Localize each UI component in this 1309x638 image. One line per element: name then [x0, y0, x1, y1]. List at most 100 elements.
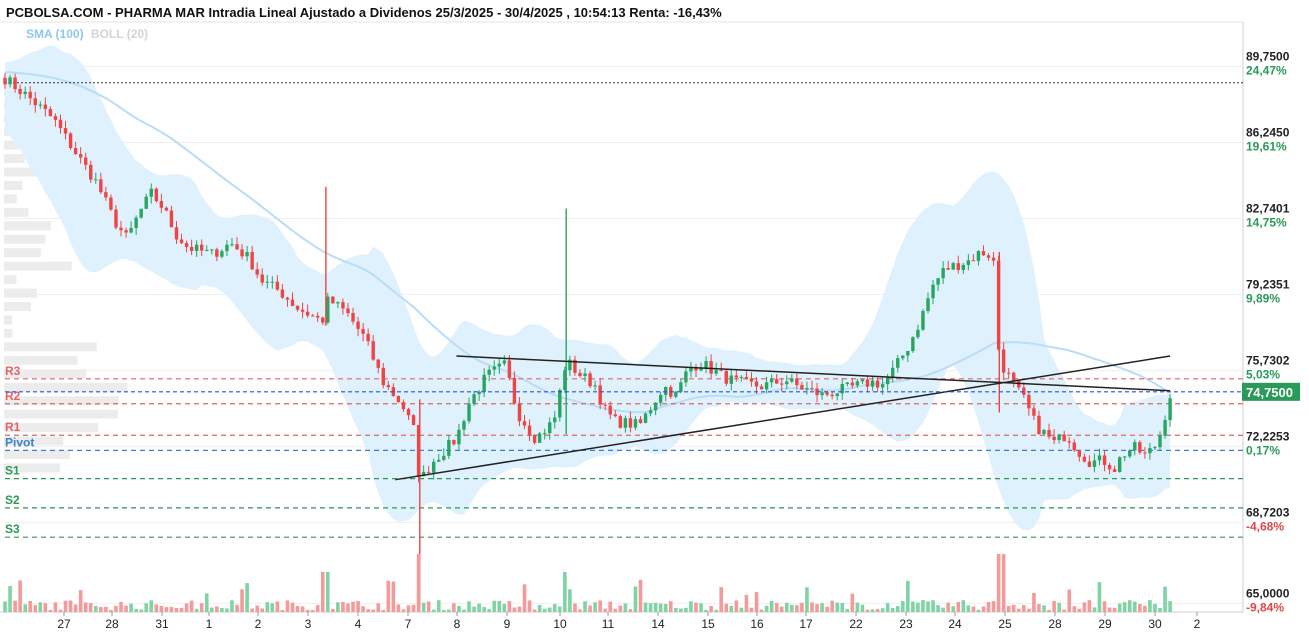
candle-body — [1012, 372, 1016, 381]
volume-bar — [583, 601, 587, 612]
volume-bar — [759, 609, 764, 612]
candle-body — [578, 372, 582, 377]
candle-body — [396, 395, 401, 403]
candle-body — [1001, 349, 1006, 373]
candle-body — [220, 251, 224, 257]
candle-body — [215, 249, 219, 257]
x-tick-label: 11 — [602, 617, 615, 631]
volume-bar — [406, 605, 411, 612]
volume-bar — [971, 606, 976, 612]
candle-body — [421, 471, 426, 477]
volume-bar — [1027, 608, 1031, 612]
candle-body — [981, 251, 986, 256]
volume-bar — [895, 606, 900, 612]
volume-bar — [315, 605, 320, 612]
candle-body — [351, 313, 355, 322]
volume-bars — [3, 554, 1172, 612]
candle-body — [593, 385, 597, 387]
volume-bar — [416, 554, 421, 612]
candle-body — [800, 385, 804, 390]
candle-body — [169, 210, 174, 228]
volume-bar — [1052, 600, 1056, 612]
candle-body — [598, 385, 602, 405]
x-tick-label: 24 — [948, 617, 962, 631]
volume-bar — [593, 602, 597, 612]
level-label-s1: S1 — [5, 464, 20, 478]
candle-body — [225, 244, 229, 252]
volume-bar — [875, 608, 880, 612]
volume-bar — [275, 601, 280, 612]
candle-body — [1047, 430, 1051, 437]
volume-bar — [1158, 608, 1162, 612]
volume-bar — [184, 603, 189, 612]
volume-bar — [290, 602, 295, 612]
candle-body — [573, 359, 577, 373]
x-tick-label: 8 — [454, 617, 461, 631]
volume-bar — [764, 605, 769, 612]
profile-bar — [4, 234, 46, 244]
volume-bar — [336, 602, 340, 612]
candle-body — [890, 367, 895, 378]
candle-body — [709, 361, 713, 374]
volume-bar — [729, 605, 734, 612]
candle-body — [1107, 464, 1112, 470]
volume-bar — [926, 601, 930, 612]
profile-bar — [4, 423, 99, 433]
volume-bar — [916, 602, 920, 612]
candle-body — [785, 381, 789, 385]
legend-sma[interactable]: SMA (100) — [26, 27, 84, 41]
candle-body — [1128, 450, 1132, 457]
candle-body — [104, 192, 108, 198]
candle-body — [553, 417, 557, 423]
candle-body — [371, 341, 375, 360]
volume-bar — [1087, 600, 1092, 612]
indicator-legend: SMA (100) BOLL (20) — [26, 27, 148, 41]
volume-bar — [396, 604, 401, 612]
candle-body — [94, 179, 98, 181]
volume-bar — [870, 609, 875, 612]
volume-bar — [225, 608, 229, 612]
volume-bar — [174, 608, 179, 612]
volume-bar — [931, 600, 935, 612]
candle-body — [664, 387, 668, 395]
candle-body — [53, 116, 58, 120]
volume-bar — [104, 606, 108, 612]
volume-bar — [356, 600, 360, 612]
candle-body — [164, 207, 169, 211]
y-tick-label: 89,7500 — [1246, 49, 1290, 63]
candle-body — [326, 296, 330, 323]
profile-bar — [4, 221, 51, 231]
volume-bar — [230, 600, 234, 612]
legend-boll[interactable]: BOLL (20) — [90, 27, 149, 41]
y-tick-percent: 19,61% — [1246, 139, 1287, 153]
candle-body — [749, 378, 754, 382]
volume-bar — [305, 609, 310, 612]
volume-bar — [517, 606, 522, 612]
candle-body — [966, 260, 971, 265]
volume-bar — [300, 606, 305, 612]
volume-bar — [663, 604, 668, 612]
candle-body — [134, 217, 138, 228]
x-tick-label: 28 — [105, 617, 119, 631]
candle-body — [78, 154, 83, 158]
profile-bar — [4, 328, 13, 338]
profile-bar — [4, 248, 41, 258]
candle-body — [179, 239, 184, 244]
volume-bar — [1163, 586, 1167, 612]
candle-body — [921, 310, 925, 330]
y-tick-percent: 5,03% — [1246, 368, 1280, 382]
volume-bar — [558, 606, 562, 612]
candle-body — [401, 402, 406, 410]
candle-body — [33, 98, 37, 106]
volume-bar — [310, 609, 315, 612]
volume-bar — [320, 572, 325, 612]
volume-bar — [880, 608, 885, 612]
x-tick-label: 17 — [799, 617, 813, 631]
candle-body — [487, 369, 491, 375]
x-tick-label: 23 — [899, 617, 913, 631]
volume-bar — [492, 600, 497, 612]
volume-bar — [220, 607, 224, 612]
candle-body — [68, 133, 73, 149]
volume-bar — [159, 605, 164, 612]
